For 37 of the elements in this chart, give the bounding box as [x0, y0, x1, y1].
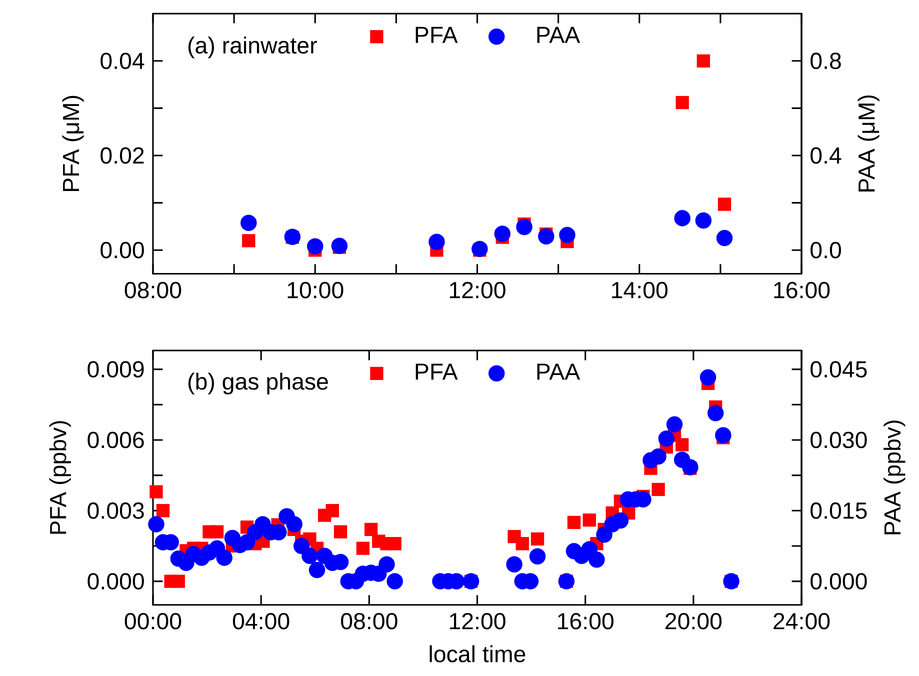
y-tick-label: 0.009	[88, 361, 144, 378]
x-tick-label: 16:00	[774, 282, 830, 298]
y2-tick-label: 0.0	[810, 242, 842, 258]
annotation: (a) rainwater	[188, 36, 317, 58]
y-tick-label: 0.000	[88, 573, 144, 590]
y2-tick-label: 0.030	[810, 432, 867, 448]
y-tick-label: 0.02	[100, 147, 144, 164]
y2-tick-label: 0.000	[810, 573, 867, 590]
y-tick-label: 0.006	[88, 432, 144, 448]
x-tick-label: 16:00	[558, 613, 614, 630]
x-tick-label: 10:00	[288, 282, 344, 298]
x-axis-title: local time	[430, 645, 526, 662]
x-tick-label: 08:00	[124, 282, 182, 298]
x-tick-label: 12:00	[450, 613, 506, 630]
y2-tick-label: 0.8	[810, 52, 841, 70]
y-tick-label: 0.00	[100, 242, 144, 258]
legend-label: PAA	[537, 364, 580, 380]
y2-axis-title: PAA (μM)	[858, 96, 880, 192]
x-tick-label: 00:00	[124, 613, 182, 630]
y2-tick-label: 0.045	[810, 361, 867, 378]
x-tick-label: 04:00	[232, 613, 290, 630]
x-tick-label: 20:00	[666, 613, 722, 630]
y-axis-title: PFA (μM)	[62, 96, 84, 192]
legend-label: PFA	[416, 27, 458, 44]
y-tick-label: 0.04	[100, 52, 144, 70]
legend-label: PAA	[537, 27, 580, 44]
y2-tick-label: 0.015	[810, 502, 867, 519]
x-tick-label: 14:00	[612, 282, 668, 298]
y2-tick-label: 0.4	[810, 147, 842, 164]
y2-axis-title: PAA (ppbv)	[884, 420, 906, 534]
x-tick-label: 08:00	[341, 613, 398, 630]
x-tick-label: 12:00	[450, 282, 506, 298]
x-tick-label: 24:00	[774, 613, 830, 630]
y-tick-label: 0.003	[88, 502, 144, 519]
y-axis-title: PFA (ppbv)	[49, 421, 71, 534]
legend-label: PFA	[416, 364, 458, 380]
annotation: (b) gas phase	[188, 372, 328, 395]
